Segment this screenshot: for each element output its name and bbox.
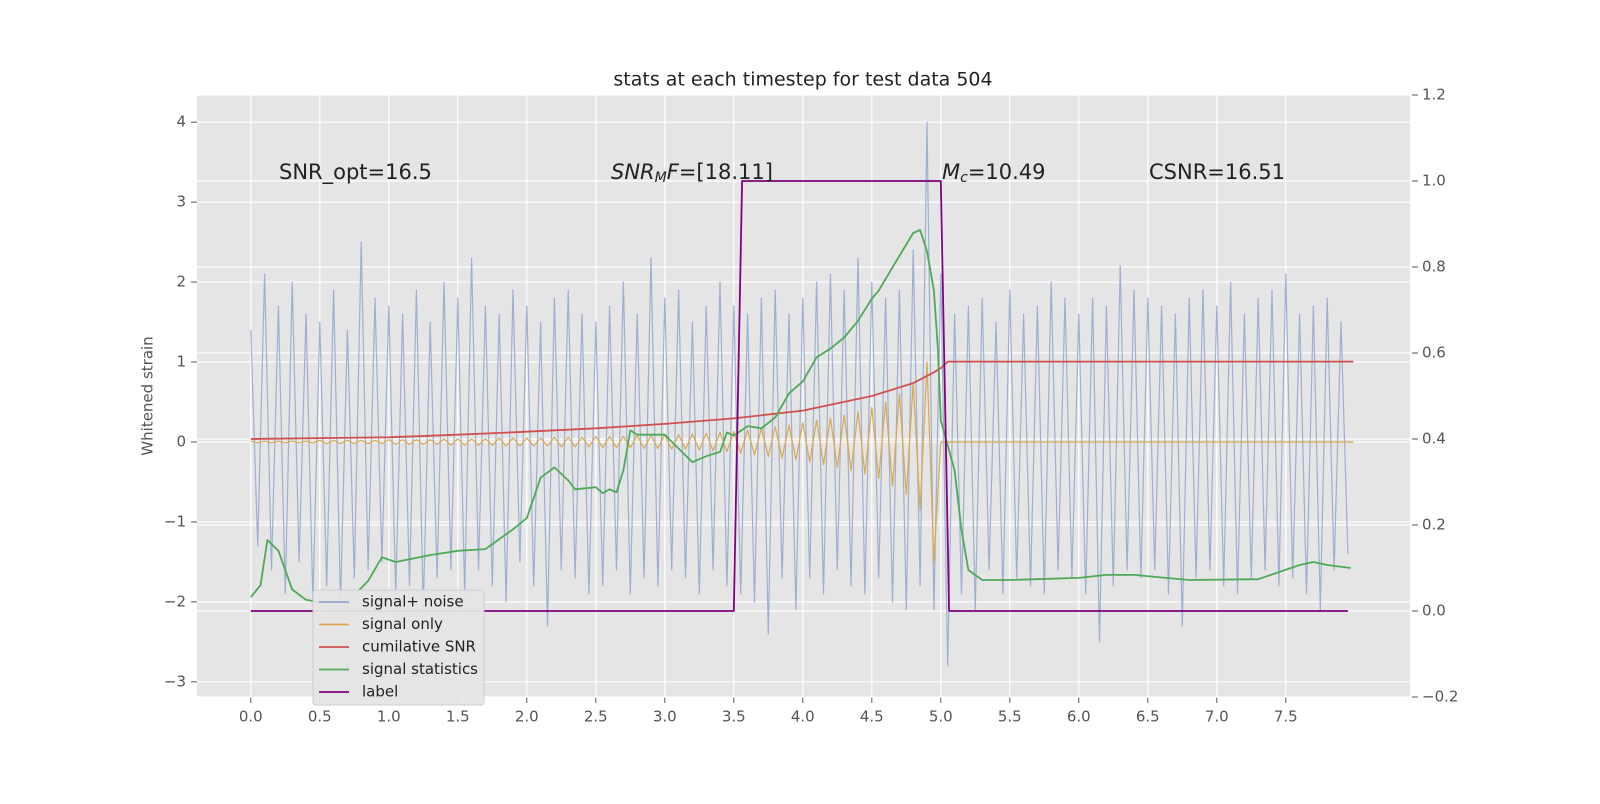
legend: signal+ noise signal only cumilative SNR si… <box>312 589 485 706</box>
y-tick-label: 0 <box>176 432 186 450</box>
annotation-text: SNR <box>611 160 655 184</box>
y2-tick-label: −0.2 <box>1422 688 1458 706</box>
y-tick-label: −3 <box>164 672 186 690</box>
y2-tick-label: 0.6 <box>1422 344 1446 362</box>
annotation: SNRMF=[18.11] <box>611 160 773 186</box>
annotation-subscript: c <box>960 170 968 186</box>
x-tick-label: 5.0 <box>929 708 953 726</box>
x-tick-label: 7.5 <box>1274 708 1298 726</box>
marks <box>250 121 1354 667</box>
y-axis-label: Whitened strain <box>139 336 157 455</box>
annotation-text: F <box>667 160 680 184</box>
legend-label: signal only <box>362 615 443 633</box>
legend-label: signal+ noise <box>362 593 464 611</box>
y-tick-label: −2 <box>164 592 186 610</box>
y2-tick-label: 1.0 <box>1422 172 1446 190</box>
y2-tick-label: 0.0 <box>1422 602 1446 620</box>
x-tick-label: 0.5 <box>308 708 332 726</box>
annotation-text: CSNR=16.51 <box>1149 160 1285 184</box>
legend-label: label <box>362 683 398 701</box>
legend-label: signal statistics <box>362 660 478 678</box>
x-tick-label: 2.5 <box>584 708 608 726</box>
y2-tick-label: 0.4 <box>1422 430 1446 448</box>
x-tick-label: 4.5 <box>860 708 884 726</box>
x-tick-label: 1.5 <box>446 708 470 726</box>
annotation-text: SNR_opt=16.5 <box>279 160 432 185</box>
y-tick-label: 1 <box>176 353 186 371</box>
y-tick-label: 3 <box>176 193 186 211</box>
y-tick-label: 4 <box>176 113 186 131</box>
x-tick-label: 1.0 <box>377 708 401 726</box>
y2-tick-label: 0.8 <box>1422 258 1446 276</box>
annotation: CSNR=16.51 <box>1149 160 1285 184</box>
annotation-subscript: M <box>655 170 667 186</box>
series-line <box>250 121 1349 667</box>
series-line <box>250 229 1351 604</box>
series-line <box>250 361 1354 563</box>
annotation-text: M <box>942 160 960 184</box>
legend-box <box>312 589 485 706</box>
annotation: SNR_opt=16.5 <box>279 160 432 185</box>
series-line <box>250 180 1348 612</box>
annotation-text: =10.49 <box>968 160 1046 184</box>
x-tick-label: 2.0 <box>515 708 539 726</box>
legend-label: cumilative SNR <box>362 638 476 656</box>
x-tick-label: 6.5 <box>1136 708 1160 726</box>
chart-title: stats at each timestep for test data 504 <box>613 69 992 91</box>
x-tick-label: 7.0 <box>1205 708 1229 726</box>
y2-tick-label: 1.2 <box>1422 86 1446 104</box>
x-tick-label: 3.5 <box>722 708 746 726</box>
annotation-text: =[18.11] <box>679 160 773 184</box>
x-tick-label: 0.0 <box>239 708 263 726</box>
y-tick-label: 2 <box>176 273 186 291</box>
y-tick-label: −1 <box>164 512 186 530</box>
x-tick-label: 6.0 <box>1067 708 1091 726</box>
x-tick-label: 5.5 <box>998 708 1022 726</box>
x-tick-label: 4.0 <box>791 708 815 726</box>
annotation: Mc=10.49 <box>942 160 1046 186</box>
y2-tick-label: 0.2 <box>1422 516 1446 534</box>
x-tick-label: 3.0 <box>653 708 677 726</box>
